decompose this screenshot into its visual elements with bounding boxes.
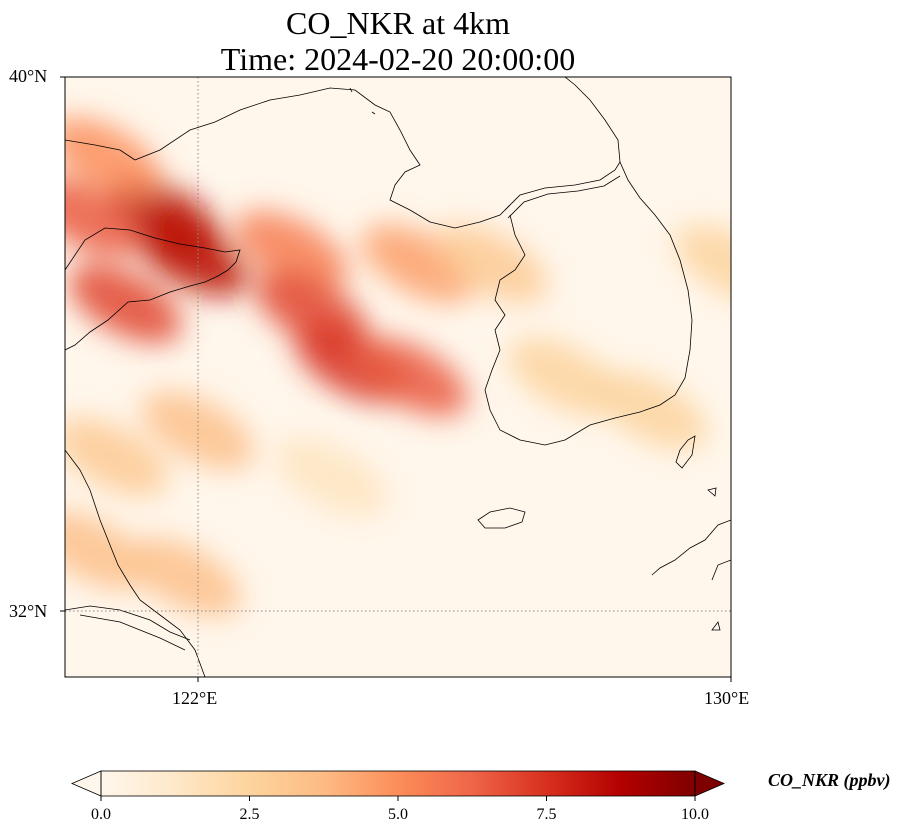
concentration-cell bbox=[674, 224, 731, 304]
lon-label-130e: 130°E bbox=[704, 688, 750, 708]
concentration-cell bbox=[594, 370, 708, 450]
korea-border bbox=[504, 161, 621, 211]
colorbar-tick-label: 10.0 bbox=[681, 806, 709, 823]
lon-label-122e: 122°E bbox=[172, 688, 218, 708]
lat-label-32n: 32°N bbox=[9, 601, 48, 621]
axis-ticks bbox=[60, 76, 732, 682]
concentration-cell bbox=[274, 437, 388, 517]
colorbar-gradient bbox=[101, 771, 695, 796]
korea-south-coastline bbox=[564, 77, 693, 441]
gridlines bbox=[65, 77, 731, 677]
jeju-island bbox=[477, 507, 526, 529]
figure-title: CO_NKR at 4km bbox=[286, 5, 510, 41]
korea-border-2 bbox=[507, 175, 621, 219]
liaodong-coastline bbox=[65, 227, 241, 351]
figure-subtitle-time: Time: 2024-02-20 20:00:00 bbox=[220, 41, 576, 77]
concentration-cell bbox=[135, 217, 249, 297]
concentration-cell bbox=[361, 224, 475, 304]
colorbar-extend-max bbox=[694, 770, 726, 797]
concentration-cell bbox=[507, 337, 622, 417]
concentration-cell bbox=[65, 117, 162, 197]
concentration-cell bbox=[234, 210, 348, 290]
liaodong-north-coast bbox=[134, 87, 511, 229]
concentration-cell bbox=[68, 264, 182, 344]
colorbar-tick-label: 2.5 bbox=[239, 806, 260, 823]
bohai-north-coast bbox=[65, 139, 136, 161]
colorbar-label: CO_NKR (ppbv) bbox=[768, 770, 891, 790]
lat-label-40n: 40°N bbox=[9, 66, 48, 86]
concentration-cell bbox=[65, 510, 149, 590]
colorbar-tick-label: 5.0 bbox=[388, 806, 408, 823]
korea-west-coastline bbox=[484, 214, 566, 446]
coastlines bbox=[65, 77, 731, 677]
colorbar-tick-label: 0.0 bbox=[91, 806, 111, 823]
concentration-cell bbox=[65, 417, 169, 497]
map-frame bbox=[64, 76, 732, 678]
kyushu-coastline bbox=[651, 519, 731, 581]
tsushima-island bbox=[675, 435, 696, 469]
concentration-cell bbox=[354, 337, 468, 417]
china-east-coastline bbox=[65, 449, 206, 677]
colorbar-tick-label: 7.5 bbox=[536, 806, 557, 823]
concentration-field bbox=[65, 117, 731, 617]
colorbar-extend-min bbox=[70, 770, 102, 797]
colorbar bbox=[70, 770, 726, 801]
concentration-cell bbox=[434, 224, 548, 304]
yangtze-estuary bbox=[65, 605, 191, 651]
concentration-cell bbox=[65, 177, 142, 257]
small-islands bbox=[349, 87, 721, 631]
concentration-cell bbox=[128, 537, 242, 617]
